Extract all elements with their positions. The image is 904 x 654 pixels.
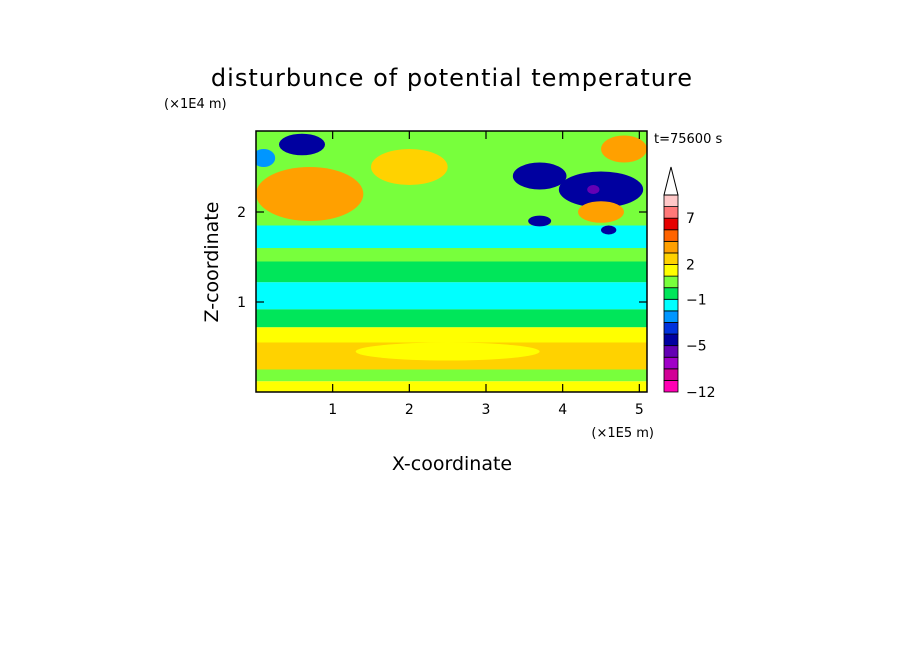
contour-feature-4 [512,162,567,190]
y-axis-label: Z-coordinate [201,202,223,323]
colorbar-extend-arrow [663,166,679,196]
colorbar-swatch-16 [663,194,679,207]
contour-feature-7 [528,215,552,227]
axis-ticks: 1 2 3 4 5 1 2 [237,131,647,418]
time-label: t=75600 s [654,132,722,147]
colorbar-swatch-5 [663,322,679,335]
colorbar-swatch-13 [663,229,679,242]
colorbar-label-4: 7 [686,211,695,227]
contour-feature-10 [601,135,647,163]
y-tick-label-0: 1 [237,295,246,311]
contour-band-1 [256,369,647,382]
contour-feature-1 [256,149,276,167]
plot-frame [255,130,648,393]
x-tick-label-1: 2 [405,402,414,418]
colorbar-swatch-11 [663,252,679,265]
contour-feature-8 [601,225,617,235]
colorbar-label-0: −12 [686,385,716,401]
x-axis-label: X-coordinate [392,453,512,475]
colorbar-swatch-9 [663,275,679,289]
colorbar-swatch-7 [663,298,679,312]
x-tick-label-4: 5 [635,402,644,418]
contour-feature-5 [558,171,644,208]
contour-band-8 [256,225,647,248]
contour-band-3 [256,327,647,343]
contour-band-7 [256,248,647,262]
x-tick-label-2: 3 [482,402,491,418]
contour-feature-11 [355,342,540,361]
contour-feature-0 [279,133,325,156]
y-tick-label-1: 2 [237,205,246,221]
contour-feature-9 [578,201,624,223]
contour-band-5 [256,282,647,310]
colorbar-swatch-2 [663,356,679,370]
colorbar: −12−5−127 [663,166,716,401]
colorbar-swatch-12 [663,240,679,254]
chart-title: disturbunce of potential temperature [211,64,693,92]
colorbar-swatch-1 [663,368,679,381]
colorbar-swatch-0 [663,380,679,393]
y-unit-label: (×1E4 m) [164,97,227,112]
contour-feature-2 [256,167,364,221]
x-tick-label-3: 4 [558,402,567,418]
colorbar-swatch-3 [663,345,679,358]
colorbar-swatch-4 [663,333,679,347]
colorbar-swatch-8 [663,287,679,300]
contour-feature-6 [587,185,600,194]
contour-band-4 [256,309,647,328]
contour-band-0 [256,381,647,392]
x-unit-label: (×1E5 m) [591,426,654,441]
colorbar-swatch-15 [663,206,679,219]
colorbar-swatch-14 [663,217,679,231]
colorbar-label-2: −1 [686,292,707,308]
contour-field [256,131,647,392]
contour-band-6 [256,261,647,283]
contour-feature-3 [371,149,448,185]
colorbar-label-3: 2 [686,258,695,274]
colorbar-swatch-6 [663,310,679,323]
colorbar-label-1: −5 [686,339,707,355]
x-tick-label-0: 1 [328,402,337,418]
colorbar-swatch-10 [663,264,679,277]
